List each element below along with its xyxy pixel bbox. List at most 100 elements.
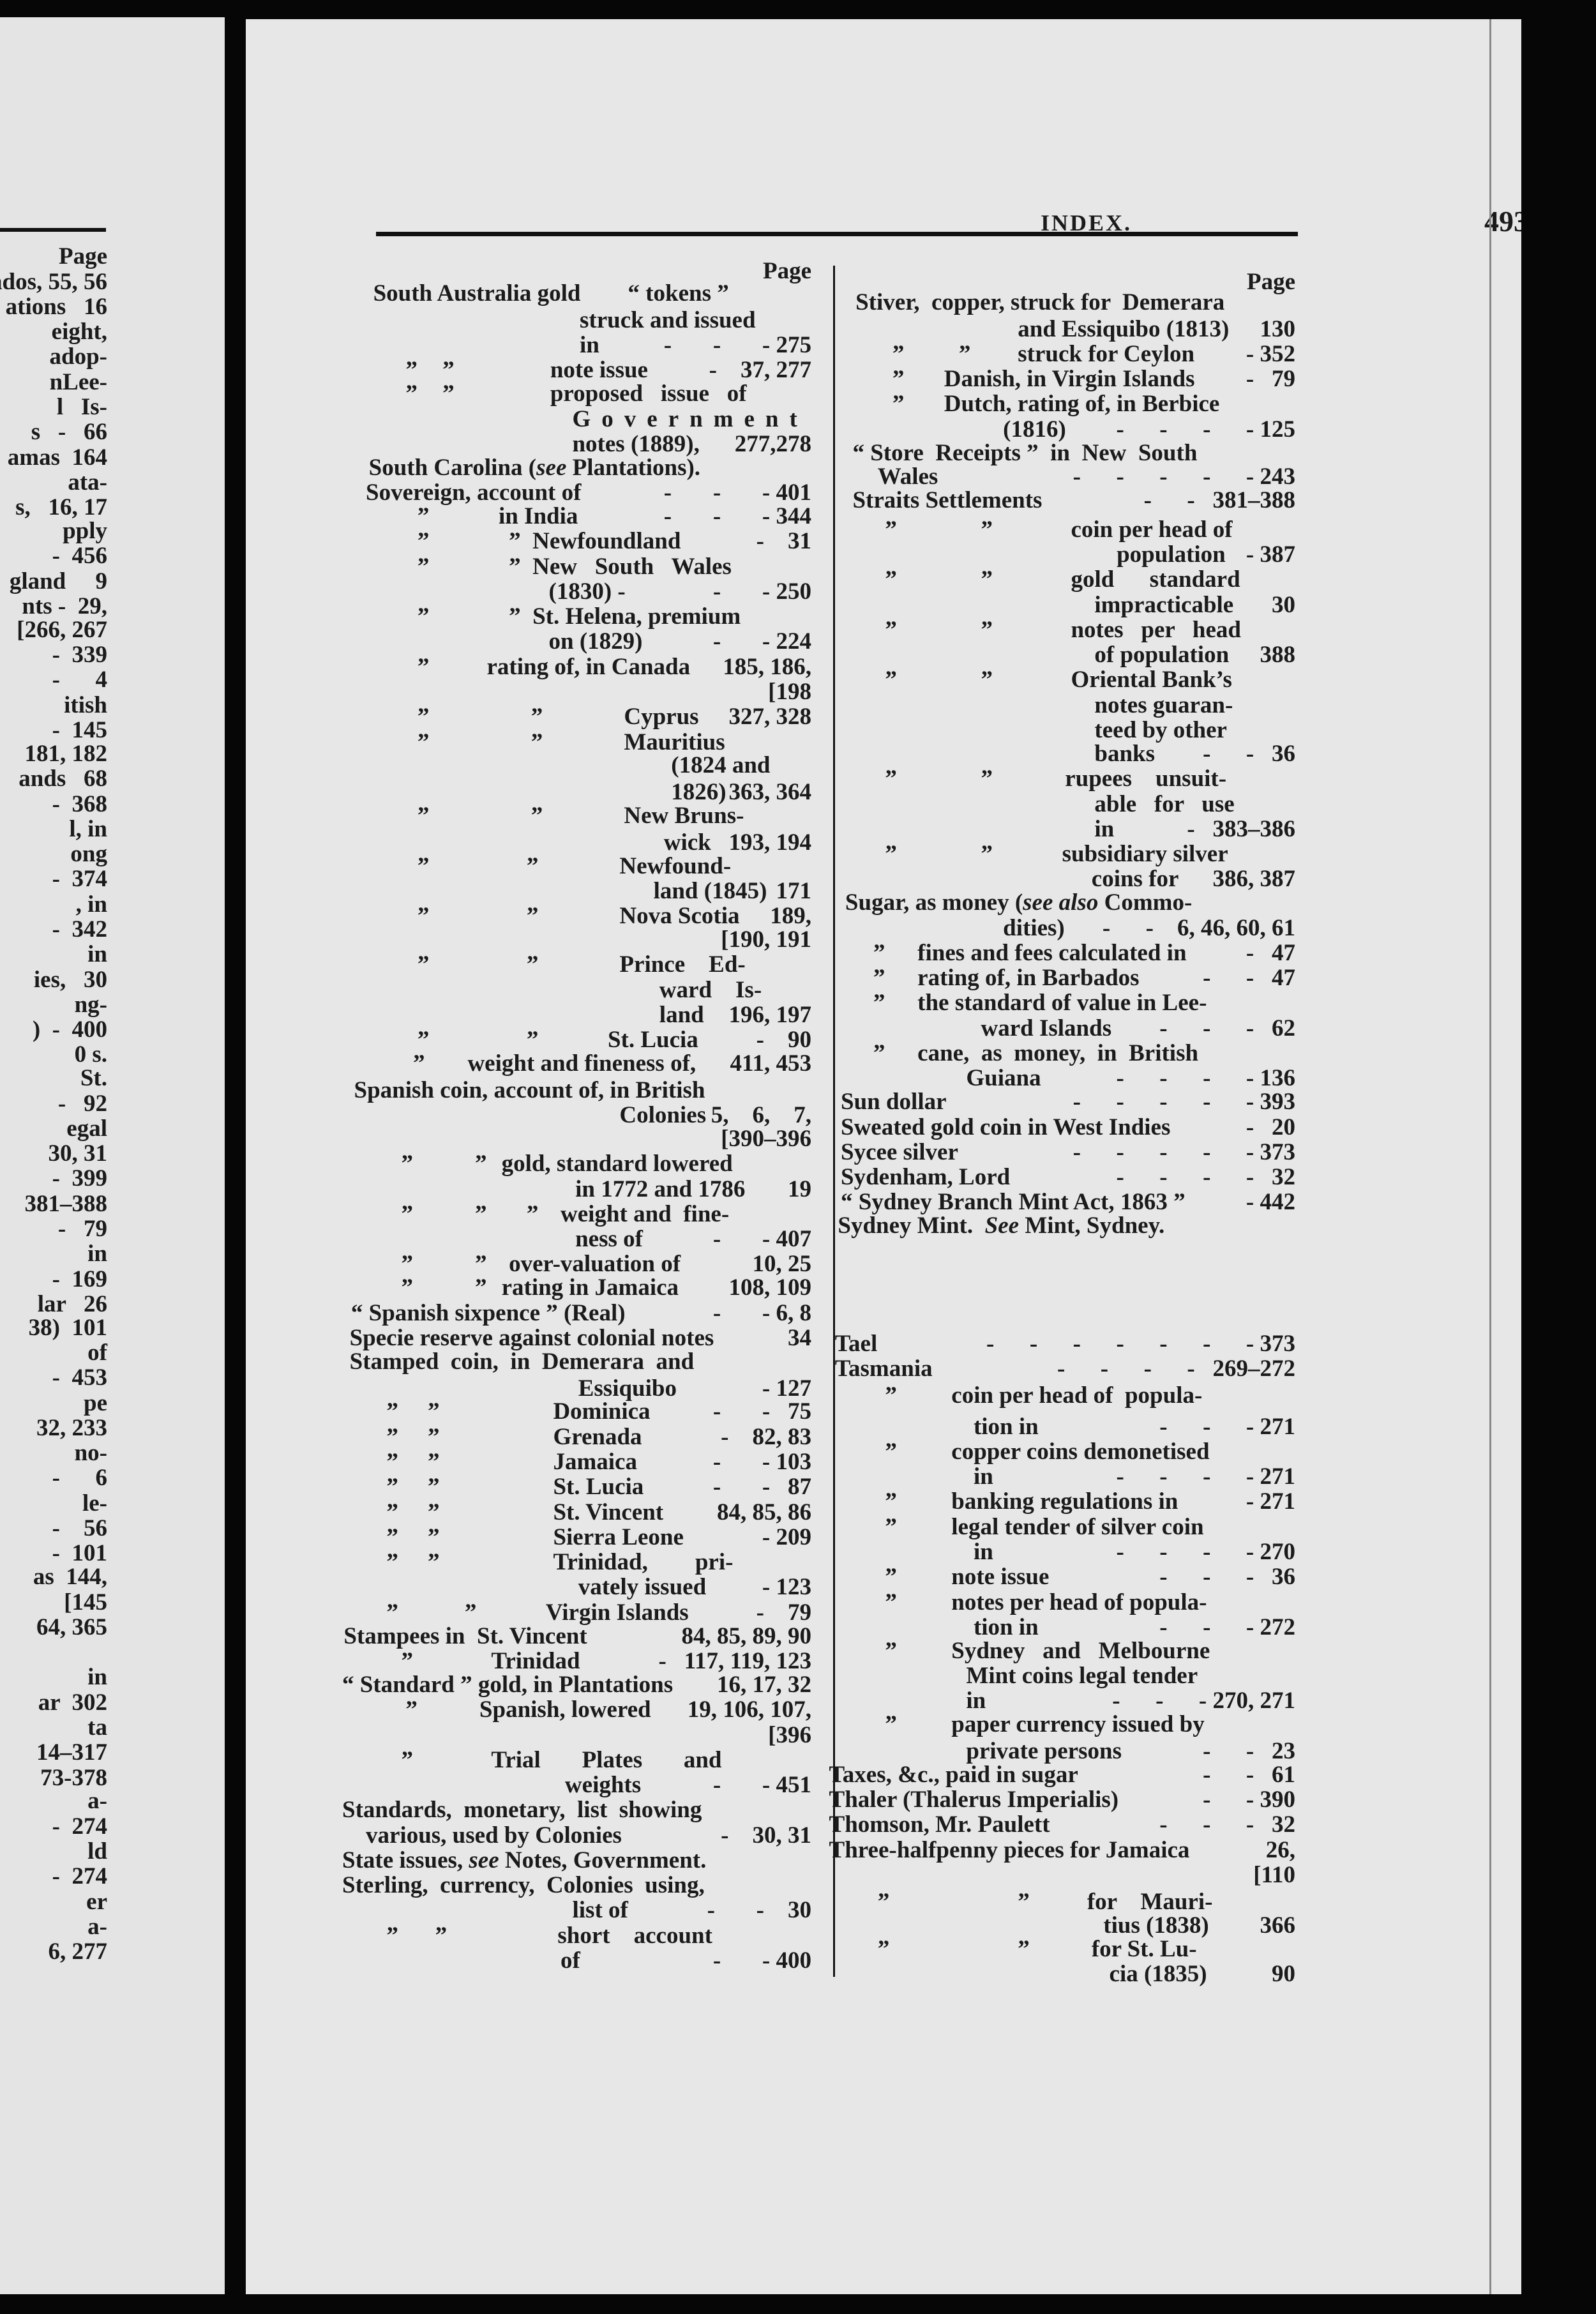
index-entry-line: dities) - - 6, 46, 60, 61 (246, 914, 1521, 942)
fragment-line: ld (87, 1838, 107, 1865)
index-entry-line: ” ” Cyprus 327, 328 (246, 703, 1521, 731)
fragment-line: Page (58, 243, 107, 270)
index-entry-line: “ Spanish sixpence ” (Real) - - 6, 8 (246, 1299, 1521, 1327)
fragment-line: of (87, 1340, 107, 1366)
fragment-line: in (87, 941, 107, 968)
index-entry-line: ” ” St. Lucia - - 87 (246, 1473, 1521, 1501)
index-entry-line: ” ” Oriental Bank’s (246, 666, 1521, 694)
fragment-line: 0 s. (74, 1041, 107, 1068)
index-entry-line: ” rating of, in Canada 185, 186, (246, 653, 1521, 681)
index-entry-line: ” ” gold standard (246, 566, 1521, 594)
ditto-mark: ” (386, 1524, 398, 1550)
ditto-mark: ” (417, 1027, 430, 1054)
ditto-mark: ” (417, 803, 430, 829)
entry-text: in (966, 1688, 986, 1714)
entry-text: Sierra Leone (553, 1524, 684, 1550)
ditto-mark: ” (885, 1382, 897, 1409)
fragment-line: - 339 (52, 642, 107, 669)
index-entry-line: in - - - 275 (246, 331, 1521, 359)
index-entry-line: ” ” rating in Jamaica 108, 109 (246, 1274, 1521, 1302)
entry-text: of population (1094, 642, 1230, 669)
ditto-mark: ” (417, 553, 430, 580)
fragment-line: a- (87, 1913, 107, 1940)
ditto-mark: ” (877, 1935, 890, 1962)
page-reference: - - - 401 (663, 480, 811, 506)
entry-text: St. Helena, premium (532, 603, 741, 630)
index-entry-line: ” ” coin per head of (246, 516, 1521, 544)
ditto-mark: ” (442, 357, 455, 384)
entry-text: Stiver, copper, struck for Demerara (855, 289, 1225, 315)
entry-text: Trinidad, pri- (553, 1549, 734, 1576)
entry-text: Mauritius (624, 729, 725, 755)
fragment-line: er (86, 1888, 107, 1915)
entry-text: State issues, see Notes, Government. (342, 1847, 706, 1875)
index-entry-line: ” Spanish, lowered 19, 106, 107, (246, 1696, 1521, 1724)
ditto-mark: ” (474, 1274, 487, 1301)
index-entry-line: tion in - - - 272 (246, 1614, 1521, 1642)
fragment-line: 14–317 (36, 1739, 107, 1766)
index-entry-line: Sun dollar - - - - - 393 (246, 1088, 1521, 1116)
ditto-mark: ” (405, 381, 418, 407)
entry-text: Tasmania (834, 1356, 933, 1382)
index-entry-line: [390–396 (246, 1125, 1521, 1153)
page-reference: - - - 32 (1159, 1811, 1295, 1838)
page-reference: - 442 (1246, 1189, 1295, 1216)
entry-text: Standards, monetary, list showing (342, 1797, 702, 1824)
page-reference: - 82, 83 (721, 1423, 811, 1450)
entry-text: South Australia gold “ tokens ” (373, 280, 729, 307)
index-entry-line: ” ” Jamaica - - 103 (246, 1448, 1521, 1476)
entry-text: land (1845) (653, 877, 767, 904)
fragment-line: in (87, 1664, 107, 1691)
ditto-mark: ” (958, 340, 971, 367)
entry-text: cia (1835) (1109, 1960, 1207, 1987)
page-reference: - - 407 (712, 1226, 811, 1253)
page-reference: - - 451 (712, 1772, 811, 1799)
index-entry-line: teed by other (246, 716, 1521, 745)
fragment-line: a- (87, 1788, 107, 1815)
entry-text: population (1117, 541, 1226, 568)
index-entry-line: ” ” gold, standard lowered (246, 1150, 1521, 1178)
index-entry-line: in - - - - 271 (246, 1463, 1521, 1491)
page-reference: - - - 271 (1159, 1413, 1295, 1440)
page-reference: - 127 (762, 1375, 811, 1402)
entry-text: St. Vincent (553, 1499, 664, 1525)
index-entry-line: ” weight and fineness of, 411, 453 (246, 1050, 1521, 1078)
fragment-line: St. (80, 1065, 107, 1092)
page-reference: Page (1246, 268, 1295, 295)
index-entry-line: ” ” ” weight and fine- (246, 1200, 1521, 1229)
fragment-line: - 92 (57, 1090, 107, 1117)
ditto-mark: ” (885, 516, 897, 543)
index-entry-line: ” Trial Plates and (246, 1746, 1521, 1774)
fragment-line: l Is- (56, 394, 107, 421)
index-entry-line: [396 (246, 1721, 1521, 1750)
page-reference: - - 224 (712, 628, 811, 655)
fragment-line: - 56 (52, 1515, 107, 1542)
fragment-line: ies, 30 (33, 966, 107, 993)
ditto-mark: ” (428, 1398, 440, 1425)
entry-text: private persons (966, 1737, 1122, 1764)
ditto-mark: ” (401, 1647, 413, 1674)
ditto-mark: ” (386, 1423, 398, 1450)
index-entry-line: ” ” New South Wales (246, 553, 1521, 581)
fragment-line: ar 302 (38, 1689, 107, 1716)
fragment-line: - 399 (52, 1165, 107, 1192)
index-entry-line: “ Standard ” gold, in Plantations 16, 17,… (246, 1671, 1521, 1699)
index-entry-line: ” ” St. Lucia - 90 (246, 1026, 1521, 1054)
index-entry-line: ” ” Prince Ed- (246, 951, 1521, 979)
entry-text: 1826) (671, 779, 726, 806)
index-entry-line: ” ” Grenada - 82, 83 (246, 1423, 1521, 1451)
entry-text: weight and fine- (561, 1200, 730, 1227)
index-entry-line: “ Sydney Branch Mint Act, 1863 ” - 442 (246, 1188, 1521, 1216)
fragment-line: - 453 (52, 1365, 107, 1391)
italic-see-reference: see (469, 1847, 499, 1873)
ditto-mark: ” (428, 1423, 440, 1450)
page-reference: 26, (1265, 1836, 1295, 1863)
fragment-line: no- (74, 1440, 107, 1467)
ditto-mark: ” (873, 1040, 885, 1067)
entry-text: list of (572, 1897, 628, 1924)
entry-text: of (561, 1947, 580, 1974)
index-entry-line: Stampees in St. Vincent 84, 85, 89, 90 (246, 1622, 1521, 1651)
fragment-line: - 169 (52, 1266, 107, 1292)
entry-text-segment: Commo- (1098, 889, 1193, 916)
ditto-mark: ” (412, 1050, 425, 1077)
